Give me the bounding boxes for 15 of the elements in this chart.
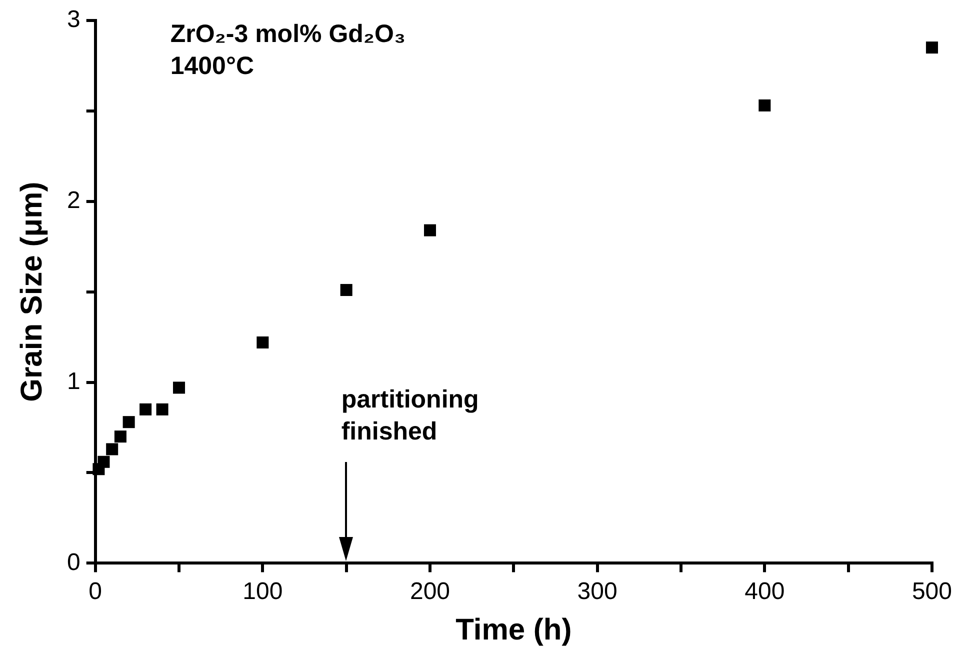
text: 1400°C (170, 52, 254, 80)
x-tick-label: 200 (410, 578, 450, 606)
chart-title: ZrO₂-3 mol% Gd₂O₃ (170, 20, 406, 48)
y-tick-label: 0 (66, 548, 80, 576)
y-axis-title: Grain Size (μm) (15, 182, 48, 402)
x-tick-label: 300 (577, 578, 618, 606)
y-tick-label: 1 (66, 368, 80, 395)
y-tick-label: 2 (66, 186, 80, 214)
x-tick-label: 400 (744, 578, 785, 606)
x-axis-title: Time (h) (456, 613, 572, 646)
x-tick-label: 0 (88, 578, 102, 606)
ref-line-label: partitioning finished (341, 386, 479, 446)
y-tick-label: 3 (66, 6, 80, 34)
x-tick-label: 500 (912, 578, 952, 606)
x-tick-label: 100 (242, 578, 283, 606)
